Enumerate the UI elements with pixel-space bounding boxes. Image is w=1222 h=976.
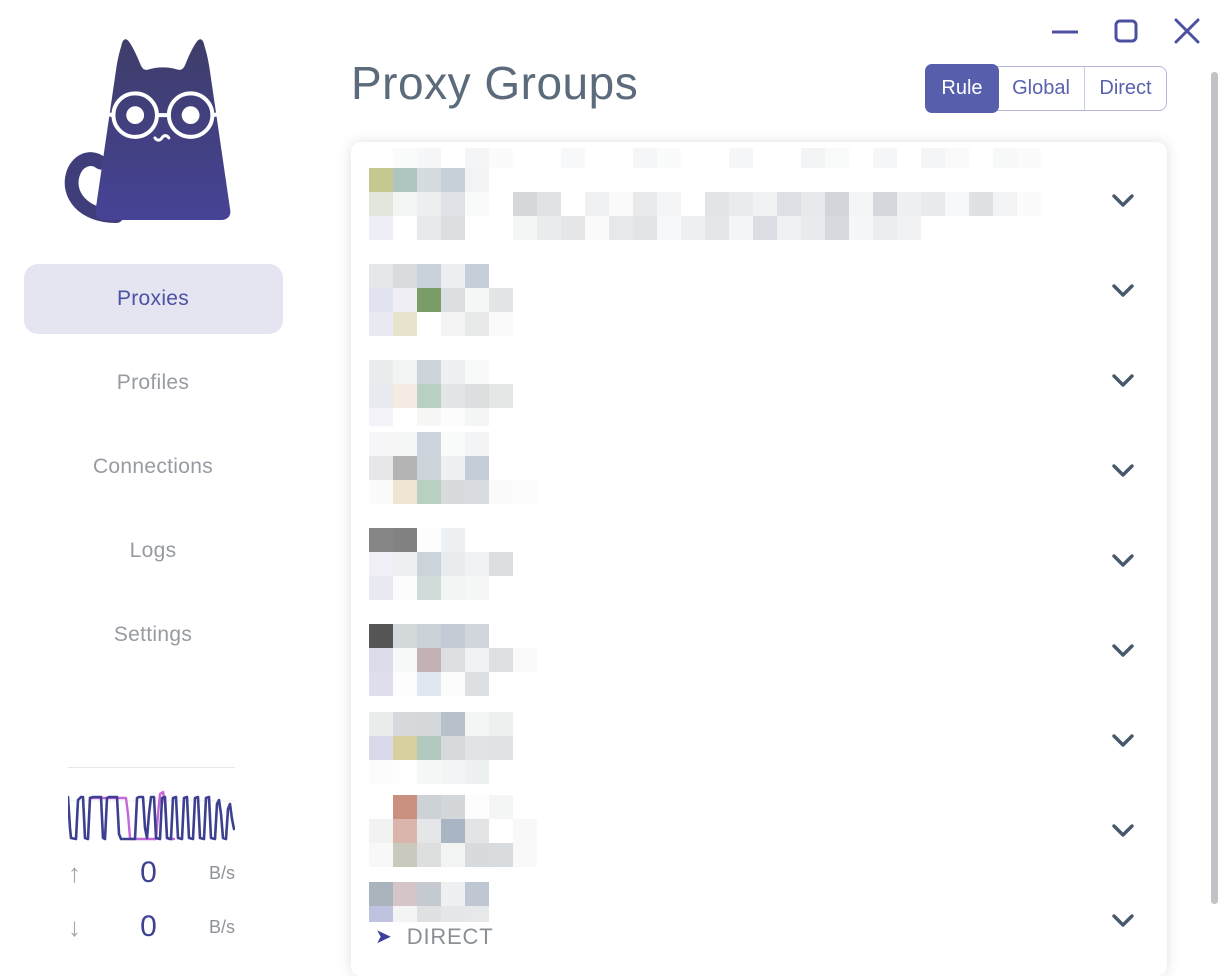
proxy-group-row[interactable]	[351, 516, 1167, 606]
redacted-mosaic-line	[369, 312, 513, 336]
close-button[interactable]	[1172, 16, 1202, 46]
redacted-mosaic-line	[369, 432, 489, 456]
proxy-group-row[interactable]: ➤ DIRECT	[351, 876, 1167, 976]
mode-switch: Rule Global Direct	[925, 64, 1167, 113]
maximize-icon	[1114, 19, 1138, 43]
proxy-group-row[interactable]	[351, 606, 1167, 696]
redacted-mosaic-line	[393, 148, 1041, 168]
chevron-down-icon[interactable]	[1112, 374, 1134, 388]
download-unit: B/s	[208, 916, 235, 937]
redacted-mosaic-line	[369, 736, 513, 760]
chevron-down-icon[interactable]	[1112, 554, 1134, 568]
proxy-group-row[interactable]	[351, 696, 1167, 786]
upload-unit: B/s	[208, 862, 235, 883]
sidebar-item-profiles[interactable]: Profiles	[116, 371, 190, 394]
proxy-groups-card: ➤ DIRECT	[351, 142, 1167, 976]
proxy-group-row[interactable]	[351, 786, 1167, 876]
redacted-mosaic-line	[369, 648, 537, 672]
chevron-down-icon[interactable]	[1112, 914, 1134, 928]
traffic-series-primary	[68, 795, 235, 841]
redacted-mosaic-line	[369, 624, 489, 648]
clash-cat-logo	[64, 39, 231, 224]
sidebar-item-proxies[interactable]: Proxies	[23, 264, 283, 334]
redacted-mosaic-line	[369, 712, 513, 736]
chevron-down-icon[interactable]	[1112, 284, 1134, 298]
sidebar-item-settings[interactable]: Settings	[113, 623, 193, 646]
direct-proxy-label: DIRECT	[406, 924, 494, 949]
chevron-down-icon[interactable]	[1112, 734, 1134, 748]
mode-direct-button[interactable]: Direct	[1084, 67, 1166, 110]
chevron-down-icon[interactable]	[1112, 644, 1134, 658]
cat-tail	[64, 152, 124, 224]
page-title: Proxy Groups	[351, 57, 639, 109]
redacted-mosaic-line	[369, 843, 537, 867]
redacted-mosaic-line	[369, 882, 489, 906]
cat-left-pupil	[126, 106, 145, 125]
cat-mouth	[153, 134, 171, 142]
redacted-mosaic-line	[369, 216, 921, 240]
redacted-mosaic-line	[369, 576, 489, 600]
redacted-mosaic-line	[369, 552, 513, 576]
cat-glasses	[104, 91, 222, 139]
mode-global-button[interactable]: Global	[998, 67, 1084, 110]
proxy-group-row[interactable]	[351, 246, 1167, 336]
redacted-mosaic-line	[369, 528, 465, 552]
maximize-button[interactable]	[1111, 16, 1141, 46]
traffic-divider	[68, 767, 235, 768]
traffic-panel: ↑ 0 B/s ↓ 0 B/s	[68, 767, 235, 943]
redacted-mosaic-line	[369, 819, 537, 843]
redacted-mosaic-line	[369, 360, 489, 384]
upload-stat: ↑ 0 B/s	[68, 856, 235, 889]
redacted-mosaic-line	[369, 192, 1041, 216]
redacted-mosaic-line	[369, 480, 537, 504]
cat-right-pupil	[181, 106, 200, 125]
redacted-mosaic-line	[369, 760, 489, 784]
minimize-button[interactable]	[1050, 16, 1080, 46]
redacted-mosaic-line	[369, 384, 513, 408]
redacted-mosaic-line	[369, 456, 489, 480]
traffic-chart	[68, 790, 235, 841]
download-value: 0	[140, 910, 157, 943]
cat-body	[95, 39, 231, 221]
sidebar: Proxies Profiles Connections Logs Settin…	[0, 0, 306, 956]
chevron-down-icon[interactable]	[1112, 824, 1134, 838]
upload-arrow-icon: ↑	[68, 858, 81, 888]
chevron-down-icon[interactable]	[1112, 194, 1134, 208]
minimize-icon	[1052, 30, 1078, 34]
redacted-mosaic-line	[369, 795, 513, 819]
redacted-mosaic-line	[369, 288, 513, 312]
window-controls	[1019, 16, 1202, 46]
sidebar-item-logs[interactable]: Logs	[129, 539, 177, 562]
redacted-mosaic-line	[369, 906, 489, 922]
redacted-mosaic-line	[369, 264, 489, 288]
chevron-down-icon[interactable]	[1112, 464, 1134, 478]
proxy-group-row[interactable]	[351, 336, 1167, 426]
direct-proxy-item[interactable]: ➤ DIRECT	[375, 924, 493, 950]
redacted-mosaic-line	[369, 168, 489, 192]
sidebar-item-connections[interactable]: Connections	[92, 455, 214, 478]
close-icon	[1174, 18, 1200, 44]
direct-arrow-icon: ➤	[375, 926, 392, 948]
sidebar-nav: Proxies Profiles Connections Logs Settin…	[23, 264, 283, 684]
redacted-mosaic-line	[369, 408, 489, 426]
scrollbar-thumb[interactable]	[1211, 72, 1218, 904]
upload-value: 0	[140, 856, 157, 889]
download-stat: ↓ 0 B/s	[68, 910, 235, 943]
main-content: Proxy Groups Rule Global Direct ➤ DIRECT	[306, 0, 1222, 976]
proxy-group-row[interactable]	[351, 142, 1167, 246]
mode-rule-button[interactable]: Rule	[925, 64, 999, 113]
download-arrow-icon: ↓	[68, 912, 81, 942]
proxy-group-row[interactable]	[351, 426, 1167, 516]
redacted-mosaic-line	[369, 672, 489, 696]
